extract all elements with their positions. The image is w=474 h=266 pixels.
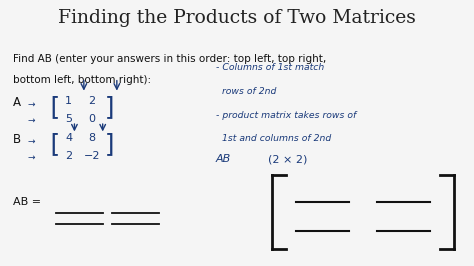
Text: Finding the Products of Two Matrices: Finding the Products of Two Matrices <box>58 9 416 27</box>
Text: [: [ <box>46 95 61 119</box>
Text: AB =: AB = <box>13 197 41 207</box>
Text: [: [ <box>46 132 61 156</box>
Text: bottom left, bottom right):: bottom left, bottom right): <box>13 75 151 85</box>
Text: AB: AB <box>216 154 231 164</box>
Text: 1st and columns of 2nd: 1st and columns of 2nd <box>216 134 331 143</box>
Text: Find AB (enter your answers in this order: top left, top right,: Find AB (enter your answers in this orde… <box>13 54 327 64</box>
Text: - Columns of 1st match: - Columns of 1st match <box>216 63 324 72</box>
Text: 2: 2 <box>89 96 96 106</box>
Text: ]: ] <box>103 95 118 119</box>
Text: (2 × 2): (2 × 2) <box>268 154 307 164</box>
Text: 2: 2 <box>65 151 72 161</box>
Text: 1: 1 <box>65 96 72 106</box>
Text: →: → <box>27 100 35 109</box>
Text: 5: 5 <box>65 114 72 124</box>
Text: →: → <box>27 153 35 162</box>
Text: −2: −2 <box>84 151 100 161</box>
Text: 0: 0 <box>89 114 96 124</box>
Text: →: → <box>27 116 35 125</box>
Text: rows of 2nd: rows of 2nd <box>216 87 276 96</box>
Text: B: B <box>13 133 21 146</box>
Text: - product matrix takes rows of: - product matrix takes rows of <box>216 111 356 120</box>
Text: 8: 8 <box>89 133 96 143</box>
Text: ]: ] <box>103 132 118 156</box>
Text: A: A <box>13 96 21 109</box>
Text: →: → <box>27 136 35 146</box>
Text: 4: 4 <box>65 133 72 143</box>
